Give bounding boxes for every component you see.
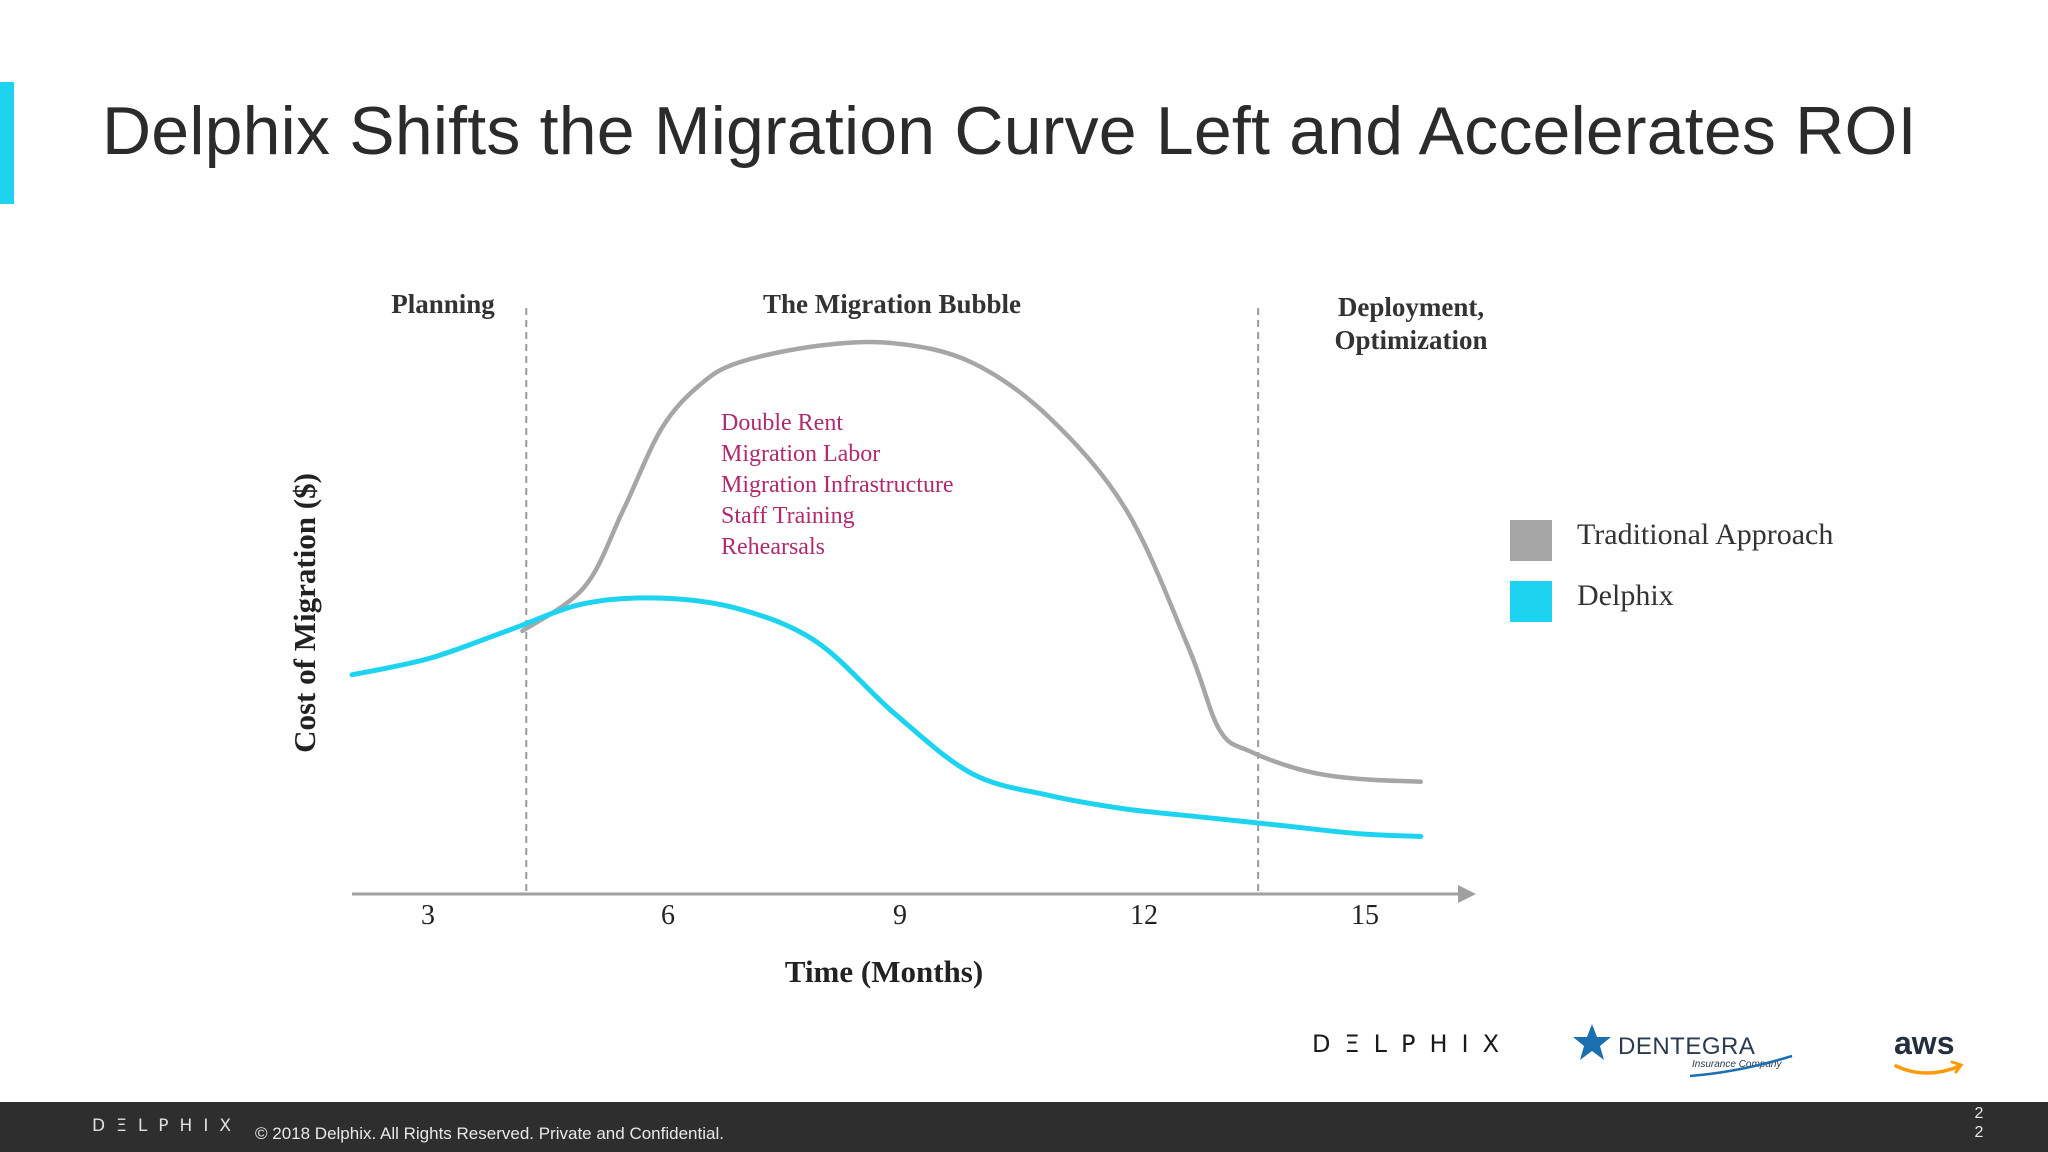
legend-swatch-traditional-approach <box>1510 520 1552 561</box>
slide-title: Delphix Shifts the Migration Curve Left … <box>102 93 1917 169</box>
x-tick-label-15: 15 <box>1351 900 1379 931</box>
x-tick-label-6: 6 <box>661 900 675 931</box>
legend: Traditional Approach Delphix <box>1510 518 1833 622</box>
migration-cost-chart: Planning The Migration Bubble Deployment,O… <box>287 289 1833 989</box>
x-axis-arrow-icon <box>1458 885 1476 903</box>
series-lines <box>349 339 1424 839</box>
footer-bar: DΞLPHIX © 2018 Delphix. All Rights Reser… <box>0 1102 2048 1152</box>
x-tick-label-12: 12 <box>1130 900 1158 931</box>
axis-labels: Time (Months) Cost of Migration ($) <box>287 473 983 989</box>
annotation-line-2: Migration Labor <box>721 441 880 467</box>
series-line-delphix <box>349 595 1424 839</box>
annotation-line-5: Rehearsals <box>721 534 825 560</box>
x-axis: 3 6 9 12 15 <box>352 885 1476 931</box>
legend-label-traditional-approach: Traditional Approach <box>1577 518 1833 551</box>
annotation-line-3: Migration Infrastructure <box>721 472 954 498</box>
x-tick-label-3: 3 <box>421 900 435 931</box>
phase-labels: Planning The Migration Bubble Deployment,O… <box>391 289 1487 355</box>
page-number: 22 <box>1974 1105 1984 1141</box>
x-axis-title: Time (Months) <box>785 954 983 989</box>
series-line-traditional-approach <box>520 339 1424 784</box>
y-axis-title: Cost of Migration ($) <box>287 473 322 753</box>
phase-label-1: Planning <box>391 289 495 319</box>
cost-annotation: Double Rent Migration Labor Migration Infr… <box>721 410 954 560</box>
footer-delphix-logo: DΞLPHIX <box>92 1116 242 1136</box>
footer-copyright: © 2018 Delphix. All Rights Reserved. Pri… <box>255 1124 724 1143</box>
phase-label-3-line-2: Optimization <box>1335 325 1488 355</box>
phase-dividers <box>525 308 1260 894</box>
phase-label-2: The Migration Bubble <box>763 289 1021 319</box>
legend-swatch-delphix <box>1510 581 1552 622</box>
phase-label-3-line-1: Deployment, <box>1338 292 1484 322</box>
title-accent-bar <box>0 82 14 204</box>
annotation-line-4: Staff Training <box>721 503 855 529</box>
annotation-line-1: Double Rent <box>721 410 843 436</box>
x-tick-label-9: 9 <box>893 900 907 931</box>
legend-label-delphix: Delphix <box>1577 579 1674 612</box>
